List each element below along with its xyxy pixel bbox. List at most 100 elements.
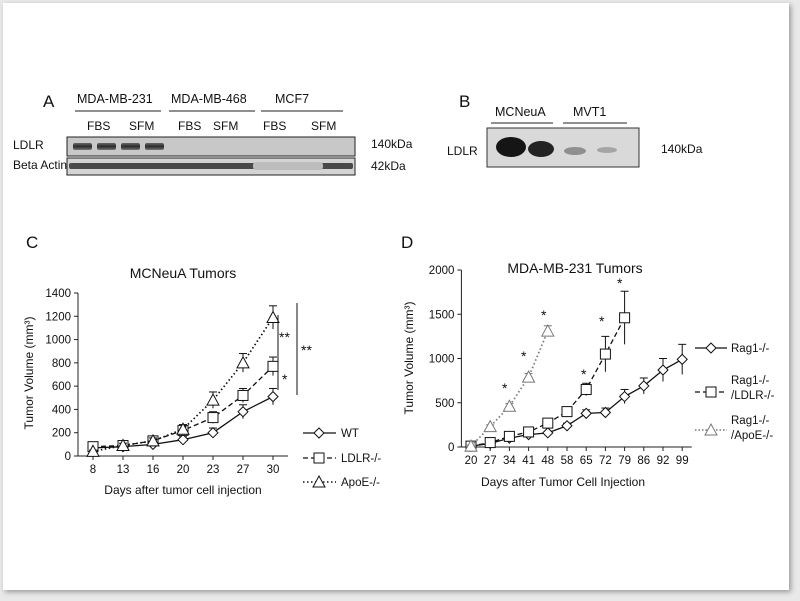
data-point-diamond	[237, 406, 249, 418]
blot-row-label-ldlr: LDLR	[447, 144, 478, 158]
blot-band	[145, 143, 164, 150]
panel-b-letter: B	[459, 92, 470, 111]
condition-label: SFM	[129, 119, 154, 133]
data-point-square	[580, 383, 592, 395]
chart-title: MCNeuA Tumors	[130, 265, 237, 281]
x-tick-label: 30	[267, 464, 280, 476]
data-point-square	[503, 430, 515, 442]
x-tick-label: 13	[117, 464, 130, 476]
legend-marker-diamond	[313, 427, 325, 439]
x-tick-label: 23	[207, 464, 220, 476]
chart-c-plot	[86, 305, 280, 457]
data-point-diamond	[542, 427, 554, 439]
x-tick-label: 20	[177, 464, 190, 476]
y-tick-label: 1400	[45, 288, 71, 300]
cell-line-label-mda231: MDA-MB-231	[77, 92, 153, 106]
data-point-diamond	[599, 406, 612, 419]
data-point-triangle	[502, 399, 517, 412]
data-point-triangle	[266, 310, 280, 323]
data-point-square	[267, 360, 279, 372]
blot-size-ldlr: 140kDa	[661, 142, 703, 156]
blot-band	[528, 141, 554, 157]
data-point-triangle	[146, 433, 160, 447]
significance-mark: *	[617, 275, 623, 291]
cell-line-label-mvt1: MVT1	[573, 105, 606, 119]
x-tick-label: 34	[503, 455, 516, 467]
x-tick-label: 16	[147, 464, 160, 476]
blot-band	[496, 137, 526, 157]
x-tick-label: 8	[90, 464, 96, 476]
condition-label: SFM	[213, 119, 238, 133]
y-tick-label: 800	[52, 358, 71, 370]
y-tick-label: 1500	[429, 309, 455, 321]
data-point-triangle	[176, 422, 190, 435]
data-point-triangle	[236, 355, 250, 369]
y-tick-label: 2000	[429, 265, 455, 277]
y-axis-label: Tumor Volume (mm³)	[22, 317, 36, 430]
blot-band	[121, 143, 140, 150]
data-point-triangle	[116, 438, 130, 452]
significance-mark: *	[617, 272, 623, 288]
x-tick-label: 20	[465, 455, 478, 467]
data-point-triangle	[86, 444, 100, 457]
legend-marker-square	[313, 452, 325, 464]
blot-band	[73, 143, 92, 150]
y-axis-label: Tumor Volume (mm³)	[402, 302, 416, 415]
significance-mark: *	[521, 348, 527, 364]
y-tick-label: 400	[52, 404, 71, 416]
data-point-square	[561, 406, 573, 418]
data-point-square	[542, 417, 554, 429]
chart-title: MDA-MB-231 Tumors	[507, 260, 642, 276]
significance-mark: *	[282, 371, 288, 387]
significance-mark: *	[541, 307, 547, 323]
blot-size-actin: 42kDa	[371, 159, 406, 173]
y-tick-label: 0	[65, 451, 71, 463]
data-point-diamond	[638, 380, 650, 392]
data-point-square	[523, 426, 535, 438]
x-tick-label: 27	[484, 455, 497, 467]
legend-label-line: Rag1-/-	[731, 415, 770, 427]
legend-label-line: /ApoE-/-	[731, 430, 773, 442]
legend-label-line: /LDLR-/-	[731, 390, 775, 402]
y-tick-label: 1200	[45, 311, 71, 323]
data-point-diamond	[561, 420, 573, 432]
x-tick-label: 48	[541, 455, 554, 467]
data-point-diamond	[657, 364, 669, 376]
blot-row-label-actin: Beta Actin	[13, 158, 67, 172]
figure: A MDA-MB-231 MDA-MB-468 MCF7 FBS SFM FBS…	[3, 3, 789, 590]
panel-d: D MDA-MB-231 Tumors Tumor Volume (mm³) D…	[401, 233, 775, 489]
data-point-diamond	[207, 427, 219, 439]
chart-d-axes: 0 500 1000 1500 2000 20 27 34 41 48 58 65 72 79 86 92 99	[429, 265, 692, 467]
x-tick-label: 99	[676, 455, 689, 467]
condition-label: FBS	[87, 119, 110, 133]
blot-row-label-ldlr: LDLR	[13, 138, 44, 152]
chart-d-plot	[464, 290, 688, 452]
legend-label-line: Rag1-/-	[731, 375, 770, 387]
data-point-triangle	[464, 439, 478, 452]
data-point-square	[599, 348, 611, 360]
y-tick-label: 200	[52, 428, 71, 440]
data-point-square	[619, 312, 631, 324]
data-point-square	[237, 389, 249, 401]
data-point-triangle	[483, 419, 498, 433]
data-point-triangle	[540, 324, 555, 337]
condition-label: FBS	[178, 119, 201, 133]
blot-band-faint	[564, 147, 586, 155]
panel-d-letter: D	[401, 233, 413, 252]
x-tick-label: 65	[580, 455, 593, 467]
significance-mark: *	[502, 380, 508, 396]
significance-mark: **	[301, 342, 312, 358]
x-tick-label: 27	[237, 464, 250, 476]
y-tick-label: 500	[435, 398, 454, 410]
cell-line-label-mda468: MDA-MB-468	[171, 92, 247, 106]
data-point-diamond	[580, 407, 592, 420]
blot-band-faint	[597, 147, 617, 153]
x-tick-label: 86	[637, 455, 650, 467]
panel-a-letter: A	[43, 92, 55, 111]
panel-b: B MCNeuA MVT1 LDLR 140kDa	[447, 92, 703, 168]
blot-band-faint	[253, 162, 323, 170]
x-axis-label: Days after Tumor Cell Injection	[481, 475, 645, 489]
legend-marker-square	[705, 386, 717, 398]
data-point-square	[207, 412, 219, 424]
data-point-diamond	[676, 353, 688, 366]
